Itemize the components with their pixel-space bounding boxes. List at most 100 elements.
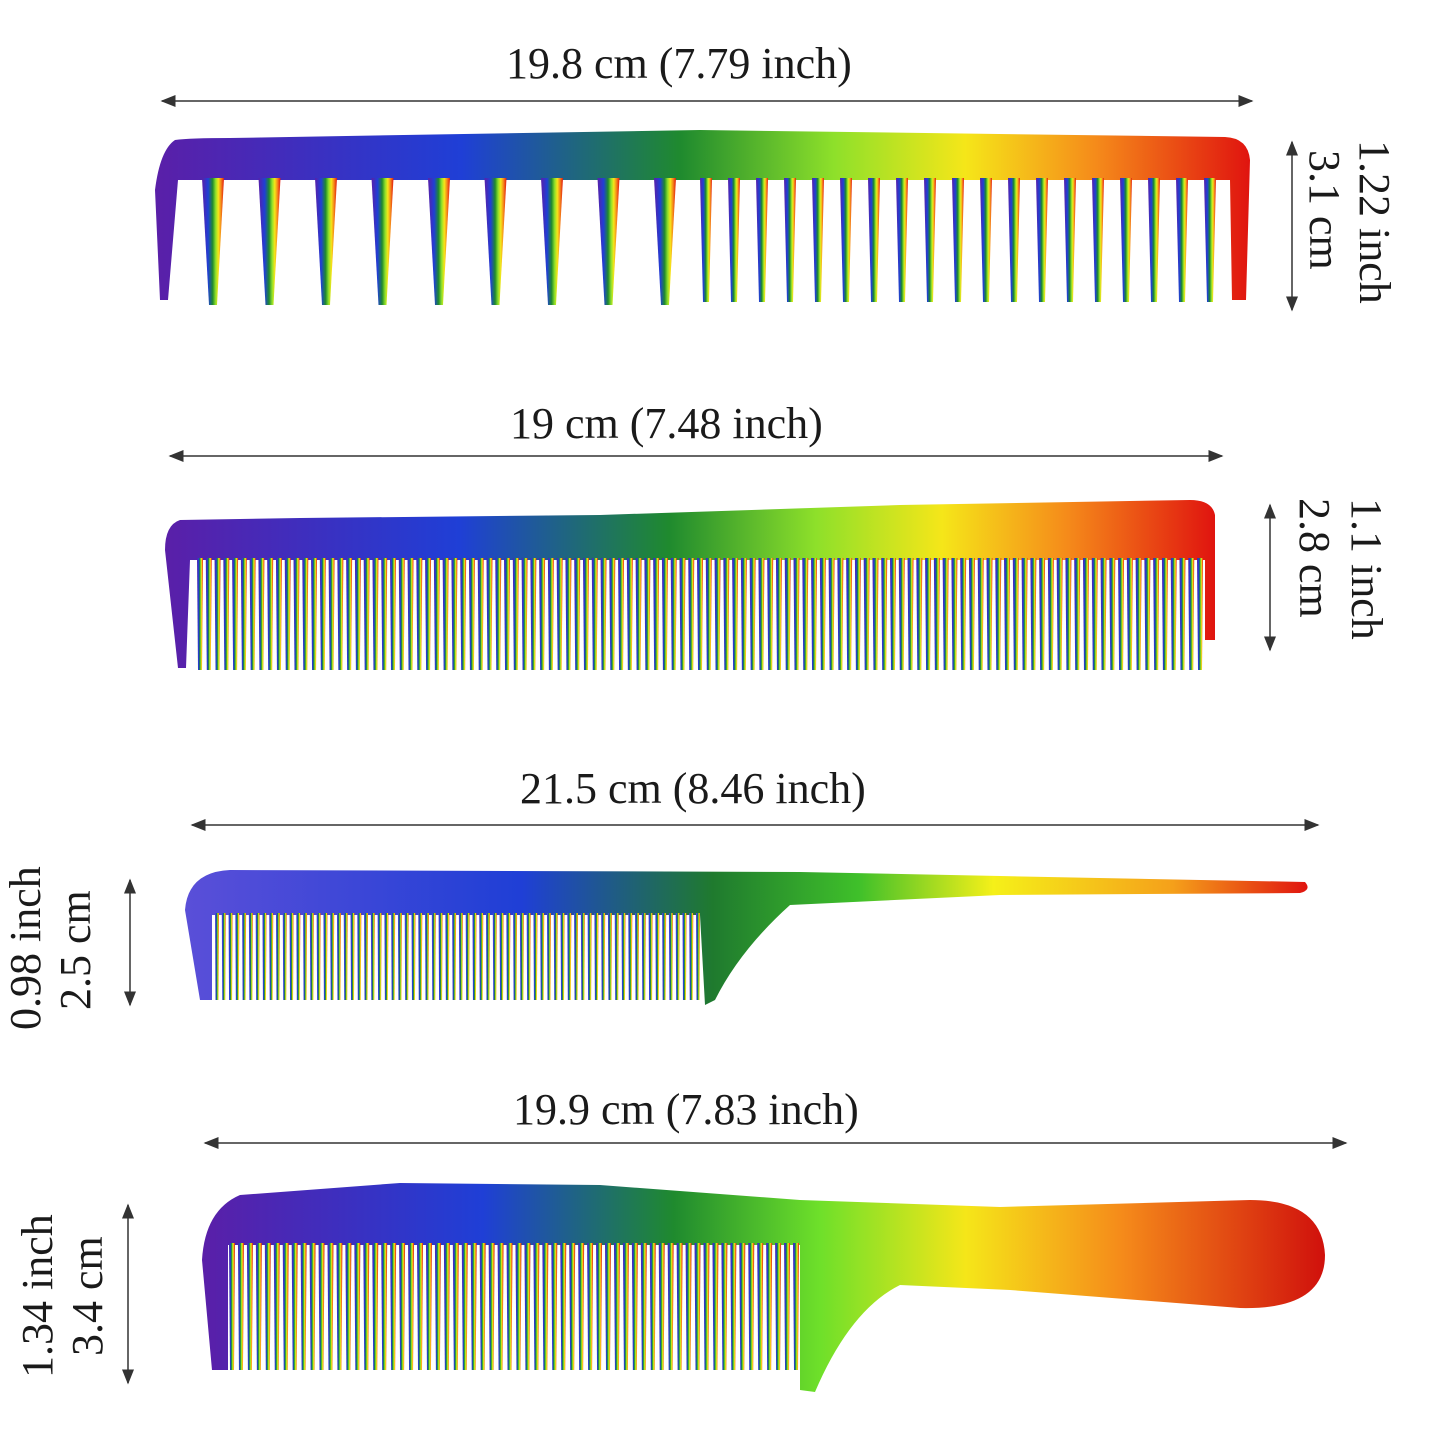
comb2-tooth: [1056, 558, 1063, 670]
comb4-tooth: [318, 1243, 325, 1370]
comb4-tooth: [542, 1243, 549, 1370]
comb3-tooth: [289, 913, 294, 1000]
comb4-tooth: [434, 1243, 441, 1370]
comb3-tooth: [513, 913, 518, 1000]
comb2-tooth: [626, 558, 633, 670]
comb2-tooth: [749, 558, 756, 670]
comb2-tooth: [688, 558, 695, 670]
comb2-tooth: [556, 558, 563, 670]
comb4-tooth: [730, 1243, 737, 1370]
comb4-tooth: [685, 1243, 692, 1370]
comb2-tooth: [942, 558, 949, 670]
comb4-tooth: [551, 1243, 558, 1370]
comb2-tooth: [995, 558, 1002, 670]
comb2-tooth: [389, 558, 396, 670]
comb2-tooth: [1091, 558, 1098, 670]
comb2-tooth: [337, 558, 344, 670]
comb3-tooth: [221, 913, 226, 1000]
comb4-tooth: [479, 1243, 486, 1370]
comb2-tooth: [1100, 558, 1107, 670]
comb2-tooth: [328, 558, 335, 670]
comb3-tooth: [519, 913, 524, 1000]
comb4-tooth: [775, 1243, 782, 1370]
comb4-height-inch-label: 1.34 inch: [13, 1214, 62, 1378]
comb2-tooth: [1153, 558, 1160, 670]
comb4-tooth: [578, 1243, 585, 1370]
comb3-tooth: [648, 913, 653, 1000]
comb3-tooth: [425, 913, 430, 1000]
comb1-fine-tooth: [1148, 178, 1160, 302]
comb1-fine-tooth: [784, 178, 796, 302]
comb2-tooth: [1197, 558, 1203, 670]
comb4-tooth: [309, 1243, 316, 1370]
comb3-tooth: [655, 913, 660, 1000]
comb2-tooth: [512, 558, 519, 670]
comb4-tooth: [237, 1243, 244, 1370]
comb2-tooth: [732, 558, 739, 670]
comb3-tooth: [621, 913, 626, 1000]
comb2-tooth: [714, 558, 721, 670]
comb2-tooth: [881, 558, 888, 670]
comb2-tooth: [968, 558, 975, 670]
comb4-tooth: [255, 1243, 262, 1370]
comb2-tooth: [284, 558, 291, 670]
comb2-tooth: [1170, 558, 1177, 670]
comb3-tooth: [506, 913, 511, 1000]
comb3-tooth: [682, 913, 687, 1000]
comb3-tooth: [262, 913, 267, 1000]
comb2-tooth: [433, 558, 440, 670]
comb3-tooth: [391, 913, 396, 1000]
comb2-tooth: [846, 558, 853, 670]
comb1-wide-tooth: [484, 178, 507, 305]
comb2-tooth: [644, 558, 651, 670]
comb3-tooth: [242, 913, 247, 1000]
comb2-tooth: [811, 558, 818, 670]
comb4-tooth: [354, 1243, 361, 1370]
comb1-fine-tooth: [756, 178, 768, 302]
comb2-tooth: [381, 558, 388, 670]
comb3-tooth: [485, 913, 490, 1000]
comb3-tooth: [330, 913, 335, 1000]
comb1-fine-tooth: [812, 178, 824, 302]
comb2-tooth: [442, 558, 449, 670]
comb4-tooth: [345, 1243, 352, 1370]
comb1-fine-tooth: [1008, 178, 1020, 302]
comb2-tooth: [232, 558, 239, 670]
comb3-tooth: [269, 913, 274, 1000]
comb2-tooth: [468, 558, 475, 670]
comb4-height-cm-label: 3.4 cm: [63, 1236, 112, 1356]
comb3-height-inch-label: 0.98 inch: [1, 866, 50, 1030]
comb2-tooth: [784, 558, 791, 670]
comb4-tooth: [631, 1243, 638, 1370]
comb3-tooth: [472, 913, 477, 1000]
comb4-tooth: [712, 1243, 719, 1370]
comb4-tooth: [613, 1243, 620, 1370]
comb2-tooth: [986, 558, 993, 670]
comb2-tooth: [907, 558, 914, 670]
comb2-tooth: [547, 558, 554, 670]
comb2-tooth: [1126, 558, 1133, 670]
comb1-body: [155, 130, 1250, 305]
comb2-tooth: [477, 558, 484, 670]
comb2-tooth: [1144, 558, 1151, 670]
comb2-tooth: [205, 558, 212, 670]
comb4-length-label: 19.9 cm (7.83 inch): [513, 1085, 859, 1134]
comb4-tooth: [300, 1243, 307, 1370]
comb1-fine-tooth: [1204, 178, 1216, 302]
comb1-fine-tooth: [700, 178, 712, 302]
comb4-tooth: [327, 1243, 334, 1370]
comb4-tooth: [587, 1243, 594, 1370]
comb2-tooth: [767, 558, 774, 670]
comb4-tooth: [264, 1243, 271, 1370]
comb4-tooth: [596, 1243, 603, 1370]
comb3-tooth: [580, 913, 585, 1000]
comb4-tooth: [425, 1243, 432, 1370]
comb2-tooth: [723, 558, 730, 670]
comb4-tooth: [408, 1243, 415, 1370]
comb3-tooth: [418, 913, 423, 1000]
comb3-tooth: [235, 913, 240, 1000]
comb3-tooth: [607, 913, 612, 1000]
comb1-fine-tooth: [980, 178, 992, 302]
comb4-tooth: [784, 1243, 791, 1370]
comb2-tooth: [504, 558, 511, 670]
